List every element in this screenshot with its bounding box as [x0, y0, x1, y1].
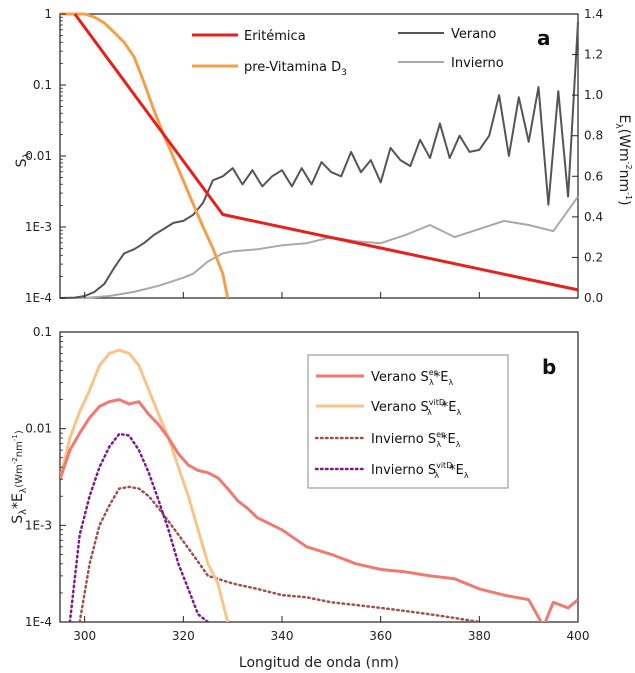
legend-item-verano-er: Verano Ser λ*Eλ [316, 368, 453, 387]
legend-item-verano-vitd: Verano SvitD λ *Eλ [316, 398, 462, 417]
panel-b-series-verano-er [60, 398, 578, 622]
panel-a-right-tick-label: 0.4 [584, 210, 603, 224]
panel-a-right-tick-label: 1.4 [584, 7, 603, 21]
legend-label-verano-vitd: Verano SvitD λ *Eλ [371, 398, 462, 417]
legend-item-invierno-vitd: Invierno SvitD λ *Eλ [314, 461, 469, 480]
panel-a-right-tick-label: 1.0 [584, 88, 603, 102]
panel-a-series-verano [59, 22, 579, 299]
legend-label-invierno: Invierno [451, 56, 504, 71]
panel-b-y-tick-label: 0.01 [25, 422, 52, 436]
panel-b-ticks: 0.1 0.01 1E-3 1E-4 300 320 340 360 380 400 [25, 325, 590, 643]
legend-item-eritemica: Eritémica [192, 29, 306, 44]
panel-b-y-tick-label: 0.1 [33, 325, 52, 339]
panel-a: 1 0.1 0.01 1E-3 1E-4 0.0 0.2 0.4 0.6 0.8 1.0 1.2 1.4… [14, 7, 633, 305]
legend-label-verano-er: Verano Ser λ*Eλ [371, 368, 453, 387]
panel-b-y-axis-title: Sλ*Eλ(Wm-2nm-1) [10, 430, 29, 524]
panel-b-x-tick-label: 380 [468, 629, 491, 643]
panel-a-series [59, 12, 579, 299]
panel-a-series-pre-vitamina-d [60, 12, 230, 299]
panel-a-right-tick-label: 0.6 [584, 169, 603, 183]
panel-b-series-invierno-vitD [68, 432, 210, 622]
panel-b-letter: b [542, 355, 556, 379]
legend-label-invierno-vitd: Invierno SvitD λ *Eλ [371, 461, 469, 480]
panel-b-series-invierno-er [78, 485, 481, 622]
panel-a-ticks: 1 0.1 0.01 1E-3 1E-4 0.0 0.2 0.4 0.6 0.8 1.0 1.2 1.4 [25, 7, 603, 305]
panel-b: 0.1 0.01 1E-3 1E-4 300 320 340 360 380 400 b Long… [10, 325, 589, 671]
panel-b-y-tick-label: 1E-4 [25, 615, 52, 629]
x-axis-title: Longitud de onda (nm) [239, 655, 399, 671]
panel-a-left-tick-label: 1E-3 [25, 220, 52, 234]
panel-a-series-eritemica [73, 13, 579, 292]
panel-a-legend: Eritémica pre-Vitamina D3 Verano Inviern… [192, 27, 504, 78]
legend-item-previtamina: pre-Vitamina D3 [192, 60, 347, 78]
panel-a-letter: a [537, 26, 551, 50]
legend-label-invierno-er: Invierno Ser λ*Eλ [371, 430, 461, 449]
panel-a-right-tick-label: 0.0 [584, 291, 603, 305]
panel-a-right-tick-label: 0.8 [584, 129, 603, 143]
legend-label-eritemica: Eritémica [244, 29, 306, 44]
panel-a-right-axis-title: Eλ(Wm-2nm-1) [613, 114, 633, 205]
panel-b-x-tick-label: 320 [172, 629, 195, 643]
panel-a-right-tick-label: 0.2 [584, 250, 603, 264]
panel-b-x-tick-label: 400 [567, 629, 590, 643]
panel-b-series [60, 348, 578, 622]
panel-a-left-axis-title: Sλ [14, 153, 33, 168]
panel-b-y-tick-label: 1E-3 [25, 518, 52, 532]
panel-a-series-invierno [60, 196, 579, 299]
panel-a-right-tick-label: 1.2 [584, 48, 603, 62]
panel-b-series-verano-vitD [60, 348, 230, 622]
panel-a-left-tick-label: 0.01 [25, 149, 52, 163]
panel-a-left-tick-label: 1 [44, 7, 52, 21]
legend-label-verano: Verano [451, 27, 496, 42]
panel-b-x-tick-label: 360 [369, 629, 392, 643]
panel-a-left-tick-label: 1E-4 [25, 291, 52, 305]
legend-label-previtamina: pre-Vitamina D3 [244, 60, 347, 78]
panel-b-x-tick-label: 300 [73, 629, 96, 643]
panel-b-legend: Verano Ser λ*Eλ Verano SvitD λ *Eλ Invierno… [307, 354, 509, 489]
panel-a-left-tick-label: 0.1 [33, 78, 52, 92]
legend-item-invierno: Invierno [398, 56, 504, 71]
panel-b-x-tick-label: 340 [271, 629, 294, 643]
legend-item-invierno-er: Invierno Ser λ*Eλ [314, 430, 461, 449]
legend-item-verano: Verano [398, 27, 496, 42]
